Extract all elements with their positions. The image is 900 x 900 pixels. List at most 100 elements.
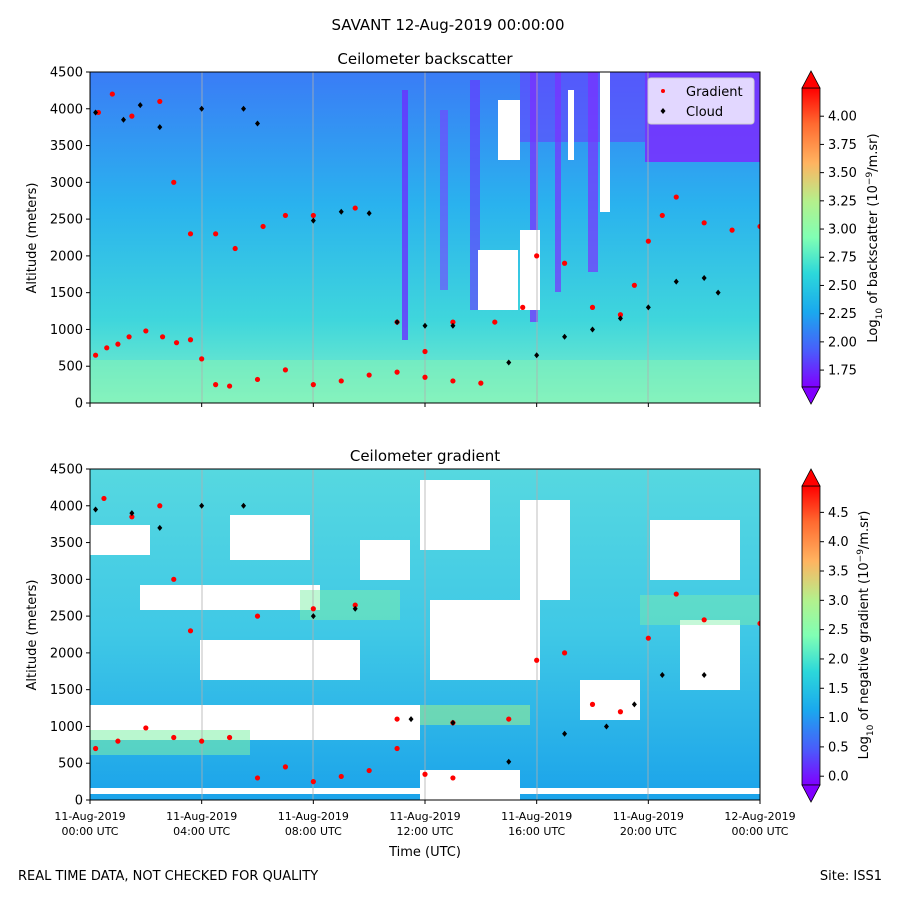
colorbar-max-triangle [801,468,821,487]
gradient-point [589,304,596,310]
y-tick-label: 4000 [50,102,83,117]
gradient-point [157,98,163,105]
gradient-gridlines [201,469,649,800]
x-tick-label-time: 00:00 UTC [731,825,788,838]
x-tick-label-time: 16:00 UTC [508,825,565,838]
y-tick-label: 3000 [50,176,83,191]
gradient-point [520,304,526,310]
gradient-point [187,628,194,634]
colorbar-tick-label: 2.5 [828,623,849,638]
y-tick-label: 1500 [50,286,83,301]
gradient-point [199,356,205,362]
gradient-point [422,771,428,777]
site-label: Site: ISS1 [819,869,882,884]
colorbar-tick-label: 3.00 [828,223,857,238]
x-tick-label-date: 11-Aug-2019 [54,810,125,823]
cloud-point [121,116,126,123]
colorbar-tick-label: 1.5 [828,682,849,697]
gradient-point [673,194,679,200]
gradient-point [126,334,132,340]
cloud-point [241,105,247,112]
cloud-point [617,315,623,322]
cloud-point [352,605,358,612]
backscatter-y-axis: 0 500 1000 1500 2000 2500 3000 3500 4000 4500 [50,66,90,412]
gradient-point [129,514,135,520]
gradient-point [478,380,484,386]
legend-cloud-label: Cloud [686,105,723,120]
legend: Gradient Cloud [647,77,755,125]
cloud-point [590,326,595,333]
gradient-point [101,495,107,502]
y-tick-label: 3000 [50,573,83,588]
cloud-point [137,102,143,109]
gradient-point [115,341,121,347]
cloud-point [366,210,372,217]
gradient-point [310,382,316,388]
gradient-point [492,319,498,325]
colorbar-tick-label: 2.50 [828,279,857,294]
gradient-colorbar-label: Log10 of negative gradient (10−9/m.sr) [856,511,876,760]
cloud-point [408,716,414,723]
y-tick-label: 4500 [50,66,83,81]
x-tick-label-date: 11-Aug-2019 [501,810,572,823]
gradient-point [450,378,456,384]
cloud-point [534,352,540,359]
cloud-point [199,105,205,112]
y-tick-label: 1000 [50,720,83,735]
gradient-point [673,591,679,597]
x-tick-label-time: 12:00 UTC [396,825,453,838]
cloud-point [450,322,456,329]
gradient-point [232,245,238,252]
y-tick-label: 1500 [50,683,83,698]
gradient-point [701,617,707,623]
gradient-point [92,352,99,358]
gradient-point [213,231,219,237]
y-tick-label: 4500 [50,463,83,478]
gradient-heatmap [90,469,760,800]
gradient-point [617,312,624,318]
backscatter-colorbar-ticks: 1.75 2.00 2.25 2.50 2.75 3.00 3.25 3.50 3.75 4.00 [820,110,857,379]
y-tick-label: 500 [58,360,83,375]
gradient-point [282,212,289,219]
gradient-point [729,227,735,233]
gradient-point [143,725,149,731]
gradient-y-axis: 0 500 1000 1500 2000 2500 3000 3500 4000 4500 [50,463,90,809]
legend-gradient-marker [661,89,665,93]
y-tick-label: 1000 [50,323,83,338]
backscatter-gridlines [201,72,649,403]
y-tick-label: 2000 [50,646,83,661]
gradient-point [450,319,456,325]
cloud-point [645,304,651,311]
gradient-point [171,576,177,582]
cloud-point [255,120,260,127]
x-tick-label-date: 11-Aug-2019 [613,810,684,823]
colorbar-tick-label: 0.5 [828,740,849,755]
cloud-point [506,758,512,765]
backscatter-colorbar: 1.75 2.00 2.25 2.50 2.75 3.00 3.25 3.50 3.75 4.00… [801,70,885,405]
cloud-point [631,701,637,708]
gradient-point [631,282,637,288]
cloud-point [450,719,456,726]
backscatter-colorbar-label: Log10 of backscatter (10−9/m.sr) [865,133,885,342]
gradient-colorbar-ticks: 0.0 0.5 1.0 1.5 2.0 2.5 3.0 3.5 4.0 4.5 [820,506,849,785]
gradient-point [645,635,651,641]
x-tick-label-date: 11-Aug-2019 [166,810,237,823]
x-tick-label-date: 12-Aug-2019 [724,810,795,823]
colorbar-min-triangle [801,386,821,405]
y-tick-label: 2500 [50,213,83,228]
cloud-point [422,322,428,329]
backscatter-title: Ceilometer backscatter [337,50,513,68]
colorbar-tick-label: 1.0 [828,711,849,726]
figure-title: SAVANT 12-Aug-2019 00:00:00 [332,16,565,34]
x-tick-label-time: 00:00 UTC [61,825,118,838]
gradient-point [109,91,115,97]
colorbar-tick-label: 3.50 [828,166,857,181]
gradient-point [757,620,760,627]
gradient-point [171,179,177,185]
y-tick-label: 3500 [50,536,83,551]
gradient-title: Ceilometer gradient [350,447,500,465]
gradient-point [645,238,651,244]
gradient-point [143,328,149,334]
gradient-xlabel: Time (UTC) [388,845,461,860]
